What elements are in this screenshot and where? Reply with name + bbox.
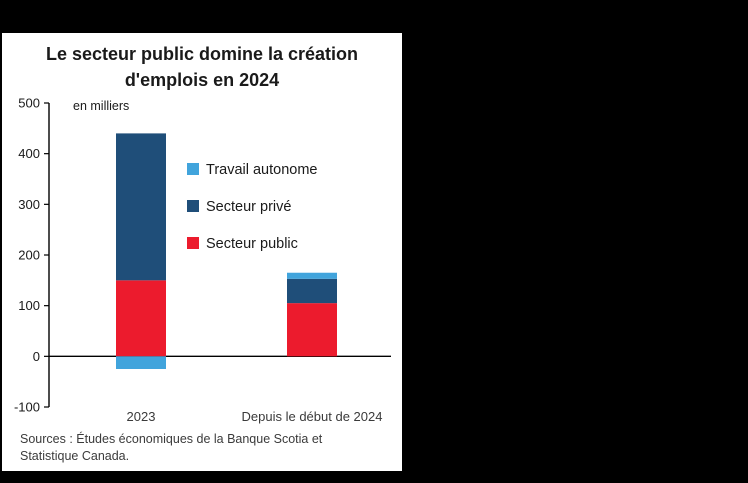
- chart-title-line2: d'emplois en 2024: [124, 70, 280, 90]
- legend-swatch-travail-autonome: [187, 163, 199, 175]
- chart-title: Le secteur public domine la création d'e…: [2, 33, 402, 93]
- legend-swatch-secteur-prive: [187, 200, 199, 212]
- legend-swatch-secteur-public: [187, 237, 199, 249]
- bar-segment-depuis-le-debut-de-2024-travail-autonome: [287, 272, 337, 279]
- bar-segment-2023-travail-autonome: [116, 356, 166, 369]
- source-note: Sources : Études économiques de la Banqu…: [20, 431, 322, 465]
- y-axis-tick-label: -100: [14, 400, 40, 415]
- y-axis-tick-label: 300: [18, 197, 40, 212]
- unit-label: en milliers: [73, 99, 129, 113]
- y-axis-tick-label: 500: [18, 96, 40, 111]
- legend-label-travail-autonome: Travail autonome: [206, 162, 318, 178]
- y-axis-tick-label: 0: [33, 349, 40, 364]
- chart-title-line1: Le secteur public domine la création: [45, 44, 359, 64]
- x-axis-category-label-depuis-le-debut-de-2024: Depuis le début de 2024: [242, 409, 383, 424]
- legend-label-secteur-public: Secteur public: [206, 236, 298, 252]
- y-axis-tick-label: 100: [18, 298, 40, 313]
- x-axis-category-label-2023: 2023: [127, 409, 156, 424]
- source-line2: Statistique Canada.: [20, 449, 130, 463]
- chart-panel: Le secteur public domine la création d'e…: [2, 33, 402, 471]
- y-axis-tick-label: 400: [18, 146, 40, 161]
- source-line1: Sources : Études économiques de la Banqu…: [20, 432, 323, 446]
- bar-segment-depuis-le-debut-de-2024-secteur-public: [287, 303, 337, 357]
- legend-label-secteur-prive: Secteur privé: [206, 199, 291, 215]
- bar-segment-2023-secteur-public: [116, 280, 166, 357]
- bar-segment-depuis-le-debut-de-2024-secteur-prive: [287, 278, 337, 304]
- bar-segment-2023-secteur-prive: [116, 133, 166, 281]
- employment-stacked-bar-chart: -100 0 100 200 300 400 500 en milliers 2023 Depui…: [14, 96, 391, 424]
- y-axis-tick-label: 200: [18, 248, 40, 263]
